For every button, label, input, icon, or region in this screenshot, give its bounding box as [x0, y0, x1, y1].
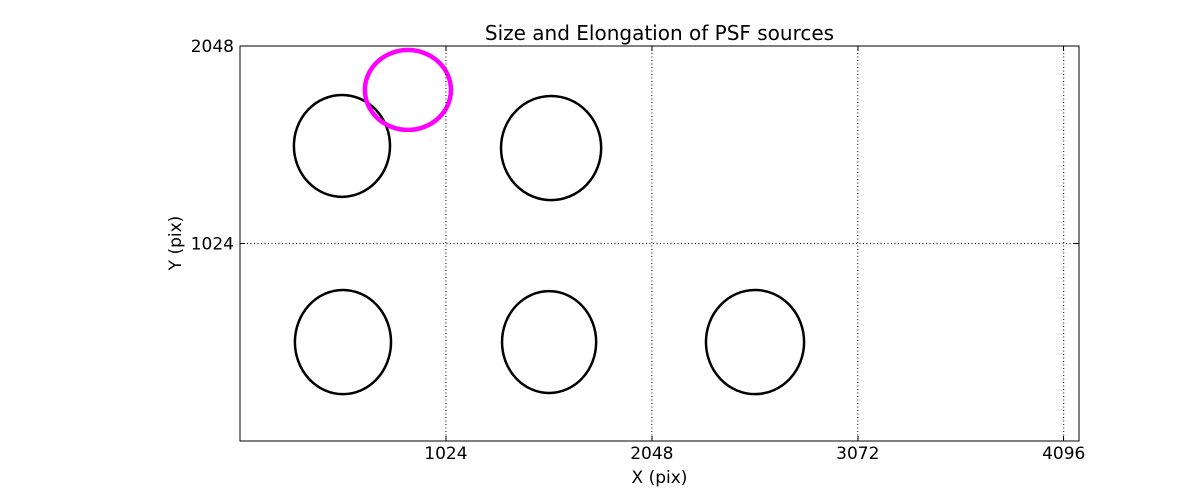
highlighted-psf-source-1 [362, 47, 454, 133]
psf-source-4 [500, 289, 598, 395]
psf-source-1 [292, 93, 392, 199]
y-axis-label: Y (pix) [166, 216, 186, 272]
axes-spines [239, 45, 1080, 442]
y-tick-label-1024: 1024 [191, 235, 234, 255]
psf-source-3 [293, 288, 393, 396]
y-tick-label-2048: 2048 [191, 37, 234, 57]
psf-source-5 [704, 288, 806, 396]
x-tick-label-4096: 4096 [1042, 444, 1085, 464]
psf-source-2 [499, 94, 603, 202]
x-axis-label: X (pix) [632, 468, 688, 488]
chart-title: Size and Elongation of PSF sources [485, 21, 834, 45]
x-tick-label-1024: 1024 [424, 444, 467, 464]
x-tick-label-2048: 2048 [630, 444, 673, 464]
x-tick-label-3072: 3072 [836, 444, 879, 464]
